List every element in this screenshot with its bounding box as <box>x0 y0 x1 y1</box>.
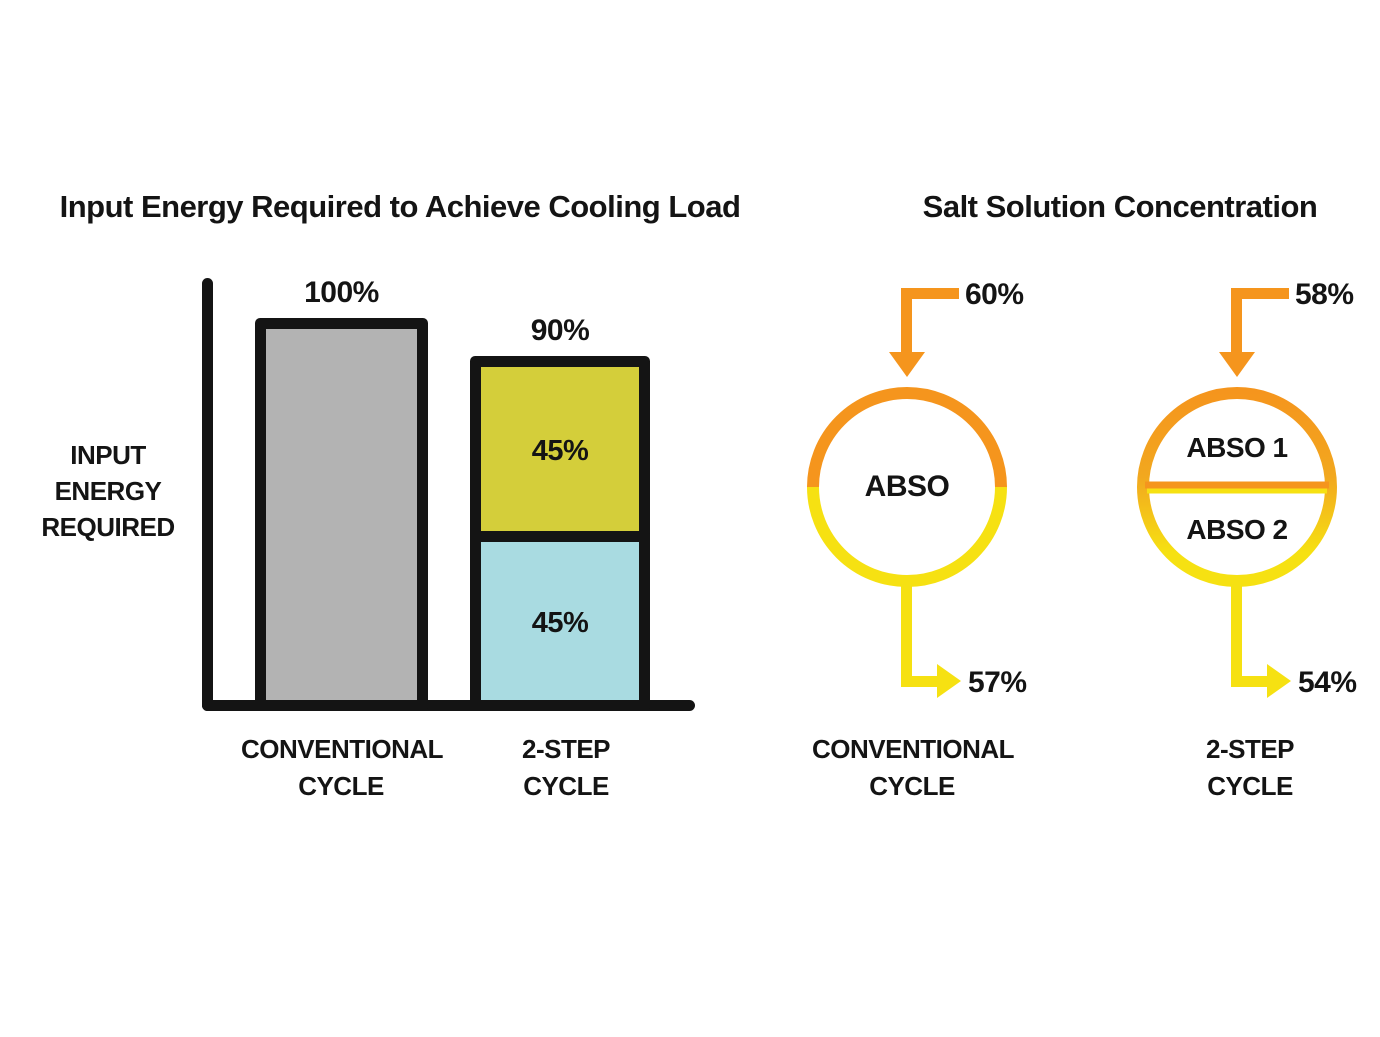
y-axis-label-line-1: INPUT <box>70 440 146 470</box>
vessel-arc-bottom-yellow <box>807 486 1007 587</box>
outlet-arrow-horizontal-conventional <box>901 676 938 687</box>
y-axis <box>202 278 213 711</box>
vessel-ring-gradient <box>1137 387 1337 587</box>
vessel-circle-conventional <box>807 387 1007 587</box>
vessel-arc-top-orange <box>807 387 1007 488</box>
outlet-arrow-shaft-2step <box>1231 583 1242 687</box>
inlet-arrow-shaft-conventional <box>901 288 912 353</box>
node-category-2step-line-2: CYCLE <box>1207 771 1293 801</box>
y-axis-label-line-2: ENERGY <box>54 476 162 506</box>
bar-conventional <box>255 318 428 711</box>
outlet-arrowhead-icon-conventional <box>937 664 961 698</box>
inlet-concentration-conventional: 60% <box>965 278 1024 311</box>
node-category-2step-line-1: 2-STEP <box>1205 734 1295 764</box>
node-category-conventional-line-1: CONVENTIONAL <box>812 734 1015 764</box>
node-category-2step: 2-STEP CYCLE <box>1150 731 1350 805</box>
vessel-circle-2step <box>1137 387 1337 587</box>
x-category-conventional-line-2: CYCLE <box>298 771 384 801</box>
inlet-concentration-2step: 58% <box>1295 278 1354 311</box>
outlet-concentration-2step: 54% <box>1298 666 1357 699</box>
inlet-arrowhead-icon-2step <box>1219 352 1255 377</box>
node-category-conventional: CONVENTIONAL CYCLE <box>812 731 1015 805</box>
bar-value-label-conventional: 100% <box>304 276 379 309</box>
segment-label-top: 45% <box>531 435 589 467</box>
x-category-2step-line-2: CYCLE <box>523 771 609 801</box>
inlet-arrow-shaft-2step <box>1231 288 1242 353</box>
vessel-label-abso: ABSO <box>864 470 950 503</box>
outlet-arrow-shaft-conventional <box>901 583 912 687</box>
vessel-label-abso1: ABSO 1 <box>1186 432 1288 463</box>
bar-value-label-2step: 90% <box>530 314 590 347</box>
segment-label-bottom: 45% <box>531 607 589 639</box>
bar-chart-title: Input Energy Required to Achieve Cooling… <box>59 189 741 224</box>
diagram-title: Salt Solution Concentration <box>922 189 1318 224</box>
inlet-arrow-horizontal-conventional <box>901 288 959 299</box>
x-category-2step: 2-STEP CYCLE <box>466 731 666 805</box>
node-category-conventional-line-2: CYCLE <box>869 771 955 801</box>
x-category-conventional: CONVENTIONAL CYCLE <box>241 731 444 805</box>
y-axis-label: INPUT ENERGY REQUIRED <box>24 437 192 545</box>
outlet-concentration-conventional: 57% <box>968 666 1027 699</box>
x-category-2step-line-1: 2-STEP <box>521 734 611 764</box>
x-axis <box>202 700 695 711</box>
inlet-arrow-horizontal-2step <box>1231 288 1289 299</box>
inlet-arrowhead-icon-conventional <box>889 352 925 377</box>
vessel-label-abso2: ABSO 2 <box>1186 514 1288 545</box>
outlet-arrow-horizontal-2step <box>1231 676 1268 687</box>
outlet-arrowhead-icon-2step <box>1267 664 1291 698</box>
y-axis-label-line-3: REQUIRED <box>41 512 175 542</box>
bar-2step-segment-bottom <box>470 531 650 711</box>
x-category-conventional-line-1: CONVENTIONAL <box>241 734 444 764</box>
